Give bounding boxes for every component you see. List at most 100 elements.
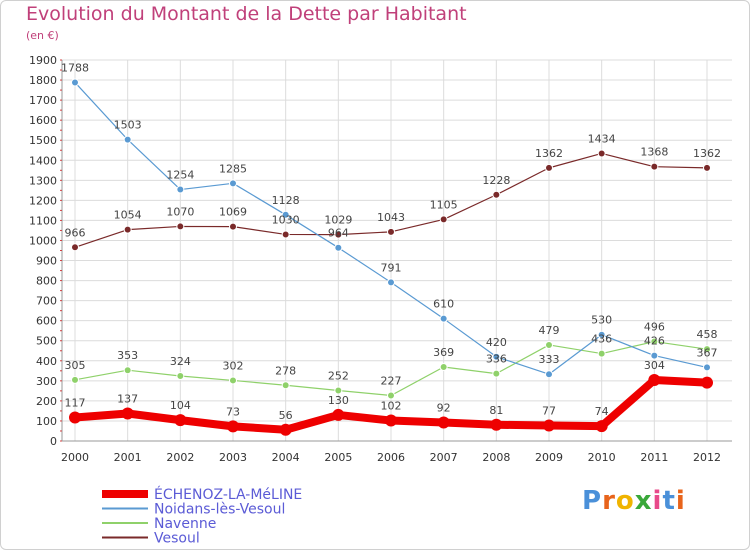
data-point (69, 411, 81, 424)
data-point (650, 351, 659, 360)
data-label: 1254 (166, 169, 194, 182)
data-label: 1228 (482, 174, 510, 187)
data-point (701, 376, 713, 389)
data-label: 1362 (535, 147, 563, 160)
data-point (71, 375, 79, 384)
data-point (176, 222, 185, 231)
data-point (334, 386, 343, 395)
data-point (492, 352, 501, 361)
y-tick-label: 1700 (29, 94, 57, 107)
data-label: 1029 (324, 214, 352, 227)
x-tick-label: 2008 (482, 451, 510, 464)
data-label: 77 (542, 405, 556, 418)
data-label: 496 (644, 321, 665, 334)
y-tick-label: 900 (36, 255, 57, 268)
data-point (229, 376, 237, 385)
data-label: 1069 (219, 206, 247, 219)
data-point (176, 372, 185, 381)
data-point (385, 414, 397, 427)
data-label: 1043 (377, 211, 405, 224)
data-point (227, 420, 239, 433)
data-point (334, 230, 343, 239)
data-point (281, 230, 290, 239)
data-point (545, 163, 553, 172)
data-point (439, 363, 448, 372)
data-point (387, 391, 395, 400)
data-label: 137 (117, 393, 138, 406)
y-tick-label: 1300 (29, 174, 57, 187)
y-tick-label: 800 (36, 275, 57, 288)
data-point (229, 179, 237, 188)
logo-letter: x (634, 486, 653, 516)
data-label: 436 (591, 333, 612, 346)
y-tick-label: 1200 (29, 194, 57, 207)
data-point (703, 363, 711, 372)
data-label: 336 (486, 353, 507, 366)
data-point (648, 374, 661, 387)
data-label: 369 (433, 346, 454, 359)
data-label: 1054 (114, 209, 142, 222)
data-label: 1362 (693, 147, 721, 160)
y-tick-label: 0 (50, 435, 57, 448)
data-label: 92 (437, 402, 451, 415)
x-tick-label: 2002 (166, 451, 194, 464)
x-tick-label: 2010 (588, 451, 616, 464)
data-point (597, 349, 606, 358)
data-label: 227 (381, 374, 402, 387)
data-point (121, 407, 134, 420)
data-point (650, 337, 659, 346)
logo-letter: o (615, 486, 635, 516)
y-tick-label: 1000 (29, 234, 57, 247)
y-tick-label: 400 (36, 355, 57, 368)
x-tick-label: 2001 (114, 451, 142, 464)
data-label: 304 (644, 359, 665, 372)
x-tick-label: 2007 (430, 451, 458, 464)
y-tick-label: 700 (36, 295, 57, 308)
data-label: 1070 (166, 205, 194, 218)
data-point (437, 416, 450, 429)
data-label: 367 (697, 346, 718, 359)
legend-label: ÉCHENOZ-LA-MéLINE (154, 486, 302, 503)
data-label: 81 (489, 404, 503, 417)
data-point (387, 278, 395, 287)
data-label: 1285 (219, 162, 247, 175)
data-point (492, 190, 501, 199)
chart-subtitle: (en €) (26, 29, 59, 42)
y-tick-label: 300 (36, 375, 57, 388)
data-label: 1503 (114, 119, 142, 132)
data-label: 420 (486, 336, 507, 349)
data-point (123, 225, 132, 234)
data-label: 426 (644, 335, 665, 348)
data-label: 278 (275, 364, 296, 377)
logo-letter: i (675, 486, 686, 516)
data-label: 530 (591, 314, 612, 327)
x-tick-label: 2003 (219, 451, 247, 464)
data-label: 130 (328, 394, 349, 407)
data-label: 479 (539, 324, 560, 337)
y-tick-label: 1100 (29, 214, 57, 227)
legend-label: Noidans-lès-Vesoul (154, 502, 285, 518)
data-point (545, 370, 553, 379)
data-point (176, 185, 185, 194)
y-tick-label: 200 (36, 395, 57, 408)
logo-letter: t (662, 486, 676, 516)
data-point (597, 149, 606, 158)
data-label: 791 (381, 261, 402, 274)
data-point (439, 314, 448, 323)
data-point (332, 408, 345, 421)
y-tick-label: 1600 (29, 114, 57, 127)
data-point (123, 366, 132, 375)
logo-letter: i (652, 486, 663, 516)
data-point (595, 420, 608, 433)
y-tick-label: 600 (36, 315, 57, 328)
data-label: 964 (328, 227, 349, 240)
data-label: 1030 (272, 213, 300, 226)
data-point (490, 418, 503, 431)
legend-label: Navenne (154, 516, 216, 532)
data-point (387, 227, 395, 236)
logo-letter: r (602, 486, 616, 516)
data-point (174, 414, 187, 427)
data-point (650, 162, 659, 171)
data-point (279, 423, 292, 436)
proxiti-logo: Proxiti (582, 486, 686, 516)
